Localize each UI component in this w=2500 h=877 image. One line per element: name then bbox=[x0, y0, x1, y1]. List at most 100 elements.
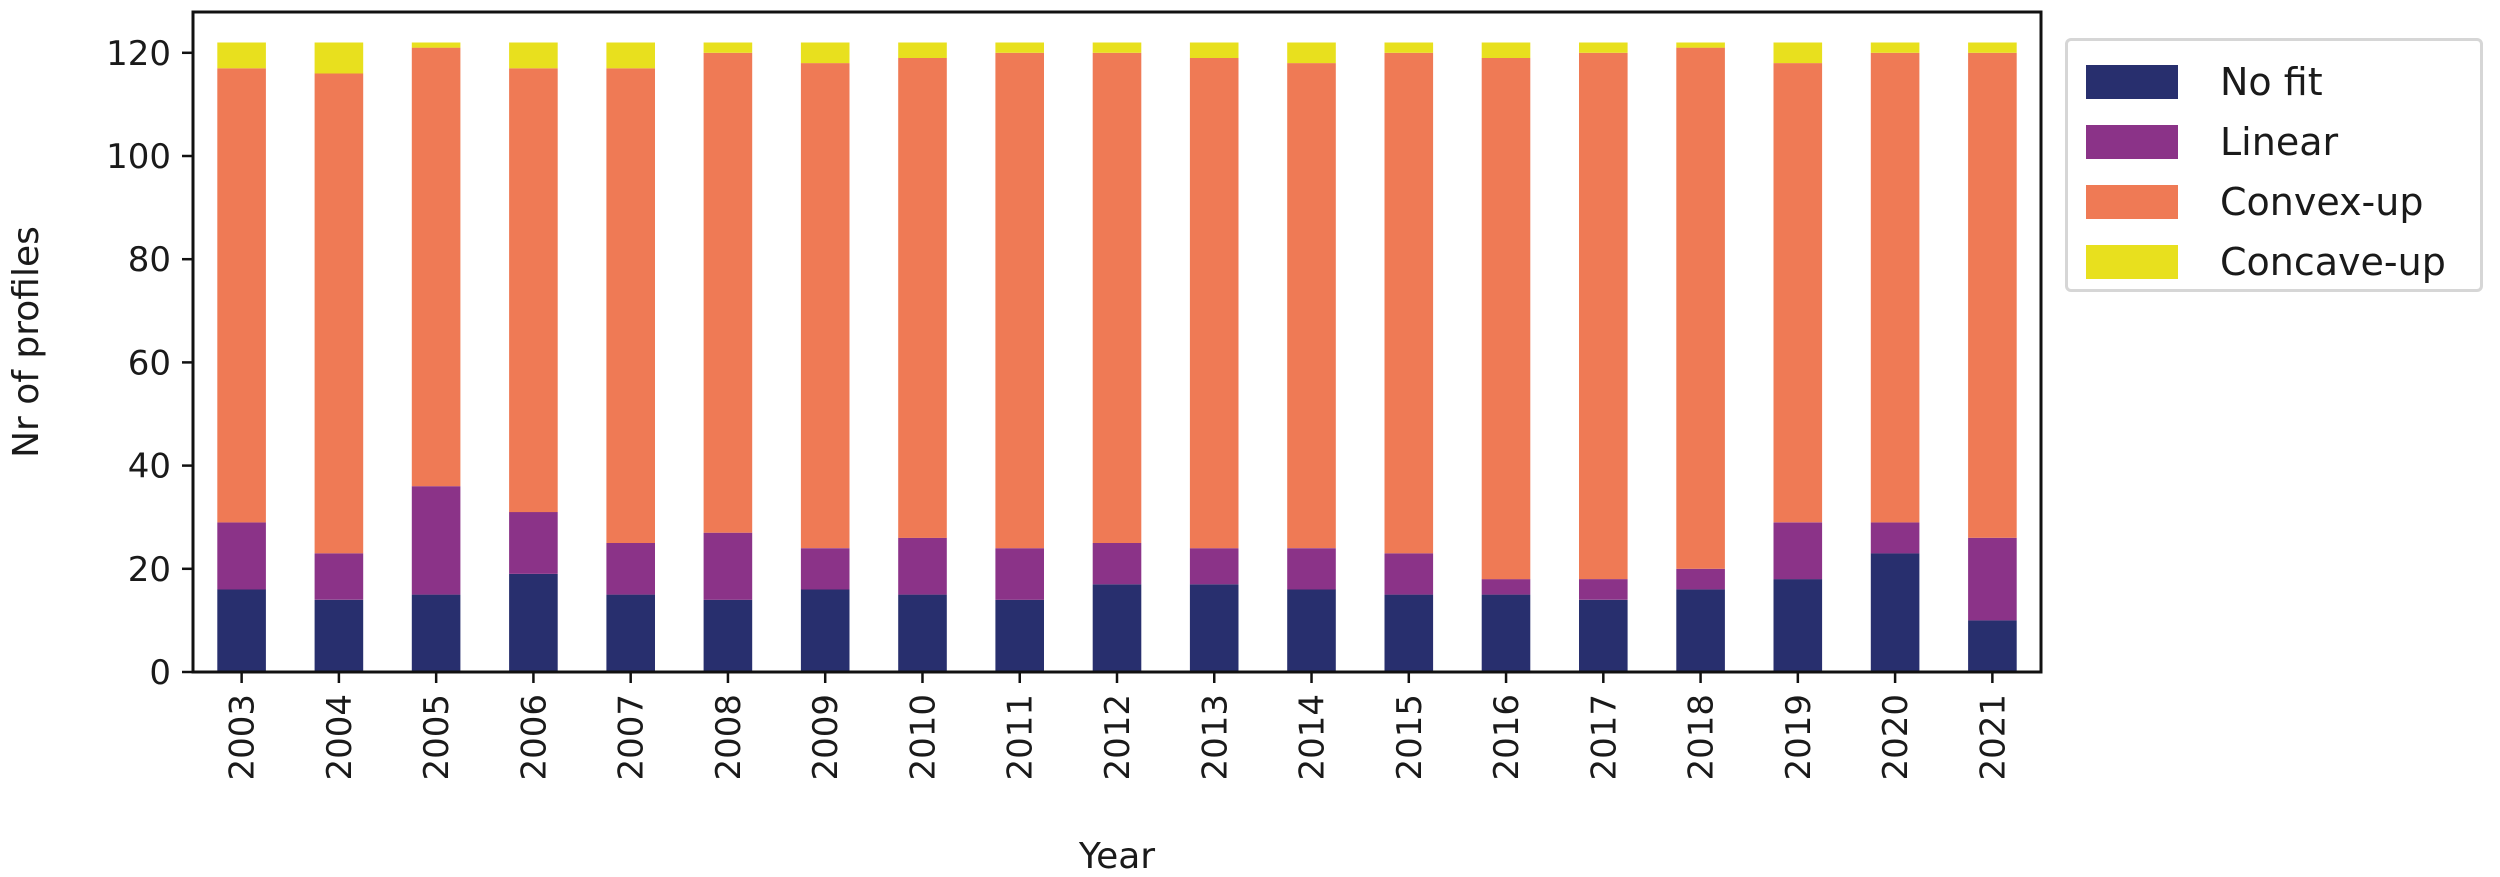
bar-segment-linear bbox=[1579, 579, 1628, 600]
bar-segment-linear bbox=[1189, 548, 1239, 585]
bar-stack-2007 bbox=[606, 42, 655, 672]
bar-segment-concave-up bbox=[509, 42, 558, 69]
x-tick-label: 2017 bbox=[1584, 694, 1624, 781]
bar-segment-linear bbox=[1968, 537, 2017, 621]
bar-segment-no-fit bbox=[1579, 599, 1628, 672]
bar-segment-concave-up bbox=[1384, 42, 1434, 53]
bar-segment-convex-up bbox=[1189, 58, 1239, 549]
bar-stack-2018 bbox=[1676, 42, 1725, 672]
legend-label: Linear bbox=[2220, 120, 2339, 164]
x-tick-label: 2021 bbox=[1973, 694, 2013, 781]
bar-stack-2008 bbox=[703, 42, 753, 672]
bar-segment-convex-up bbox=[509, 68, 558, 513]
bar-segment-convex-up bbox=[1773, 63, 1823, 523]
bar-segment-convex-up bbox=[995, 52, 1044, 549]
bar-segment-no-fit bbox=[1287, 589, 1336, 672]
bar-stack-2009 bbox=[800, 42, 850, 672]
bar-stack-2016 bbox=[1481, 42, 1531, 672]
x-tick-label: 2016 bbox=[1487, 694, 1527, 781]
bar-segment-linear bbox=[800, 548, 850, 590]
bar-segment-convex-up bbox=[1384, 52, 1434, 554]
bar-segment-concave-up bbox=[800, 42, 850, 64]
y-axis: 0 20 40 60 80 100 120 bbox=[106, 34, 193, 693]
x-tick-label: 2013 bbox=[1195, 694, 1235, 781]
bar-segment-convex-up bbox=[703, 52, 753, 533]
y-tick-label: 60 bbox=[128, 343, 171, 383]
bar-segment-no-fit bbox=[995, 599, 1044, 672]
bar-segment-linear bbox=[509, 512, 558, 574]
x-tick-label: 2008 bbox=[709, 694, 749, 781]
bar-segment-concave-up bbox=[703, 42, 753, 53]
bar-stack-2014 bbox=[1287, 42, 1336, 672]
bar-segment-no-fit bbox=[1189, 584, 1239, 672]
bar-segment-convex-up bbox=[1481, 58, 1531, 580]
bar-segment-convex-up bbox=[800, 63, 850, 549]
bar-segment-linear bbox=[703, 532, 753, 600]
bar-stack-2006 bbox=[509, 42, 558, 672]
bar-segment-linear bbox=[1092, 543, 1142, 585]
bar-segment-concave-up bbox=[1968, 42, 2017, 53]
legend-item-linear: Linear bbox=[2086, 117, 2338, 167]
x-tick-label: 2020 bbox=[1876, 694, 1916, 781]
bar-segment-linear bbox=[606, 543, 655, 595]
bar-segment-linear bbox=[1384, 553, 1434, 595]
bar-segment-linear bbox=[995, 548, 1044, 600]
x-tick-label: 2015 bbox=[1390, 694, 1430, 781]
bar-stack-2019 bbox=[1773, 42, 1823, 672]
legend-swatch-convex-up bbox=[2086, 185, 2178, 219]
x-tick-label: 2019 bbox=[1779, 694, 1819, 781]
bar-segment-linear bbox=[1287, 548, 1336, 590]
x-tick-label: 2004 bbox=[320, 694, 360, 781]
bar-segment-linear bbox=[314, 553, 364, 600]
bar-segment-concave-up bbox=[314, 42, 364, 74]
legend: No fit Linear Convex-up Concave-up bbox=[2065, 38, 2483, 292]
bar-segment-convex-up bbox=[1092, 52, 1142, 544]
x-tick-label: 2010 bbox=[903, 694, 943, 781]
bar-segment-convex-up bbox=[1579, 52, 1628, 580]
x-axis: 2003 2004 2005 2006 2007 2008 2009 2010 2011 2012… bbox=[223, 672, 2013, 781]
y-axis-label: Nr of profiles bbox=[6, 226, 47, 458]
bar-segment-no-fit bbox=[606, 594, 655, 672]
x-tick-label: 2007 bbox=[612, 694, 652, 781]
bar-segment-no-fit bbox=[1384, 594, 1434, 672]
legend-item-no-fit: No fit bbox=[2086, 57, 2323, 107]
x-tick-label: 2014 bbox=[1293, 694, 1333, 781]
bar-stack-2003 bbox=[217, 42, 266, 672]
bar-groups bbox=[217, 42, 2017, 672]
y-tick-label: 20 bbox=[128, 550, 171, 590]
bar-segment-linear bbox=[1481, 579, 1531, 595]
bar-segment-concave-up bbox=[1092, 42, 1142, 53]
x-tick-label: 2018 bbox=[1682, 694, 1722, 781]
legend-item-convex-up: Convex-up bbox=[2086, 177, 2423, 227]
bar-segment-convex-up bbox=[314, 73, 364, 554]
bar-segment-concave-up bbox=[606, 42, 655, 69]
x-tick-label: 2009 bbox=[806, 694, 846, 781]
plot-frame bbox=[191, 10, 2043, 674]
bar-segment-linear bbox=[898, 537, 947, 595]
bar-segment-convex-up bbox=[1968, 52, 2017, 538]
bar-segment-convex-up bbox=[1676, 47, 1725, 569]
bar-segment-no-fit bbox=[1092, 584, 1142, 672]
bar-segment-linear bbox=[1676, 568, 1725, 590]
bar-segment-convex-up bbox=[217, 68, 266, 523]
y-tick-label: 40 bbox=[128, 447, 171, 487]
bar-stack-2013 bbox=[1189, 42, 1239, 672]
legend-label: No fit bbox=[2220, 60, 2323, 104]
bar-segment-convex-up bbox=[1287, 63, 1336, 549]
bar-segment-no-fit bbox=[800, 589, 850, 672]
legend-swatch-linear bbox=[2086, 125, 2178, 159]
bar-segment-linear bbox=[217, 522, 266, 590]
bar-stack-2012 bbox=[1092, 42, 1142, 672]
x-tick-label: 2006 bbox=[514, 694, 554, 781]
bar-segment-no-fit bbox=[1968, 620, 2017, 672]
bar-stack-2017 bbox=[1579, 42, 1628, 672]
bar-segment-convex-up bbox=[411, 47, 461, 487]
bar-segment-no-fit bbox=[1676, 589, 1725, 672]
legend-item-concave-up: Concave-up bbox=[2086, 237, 2446, 287]
x-tick-label: 2005 bbox=[417, 694, 457, 781]
bar-segment-convex-up bbox=[606, 68, 655, 544]
legend-label: Concave-up bbox=[2220, 240, 2446, 284]
bar-segment-no-fit bbox=[411, 594, 461, 672]
y-tick-label: 120 bbox=[106, 34, 171, 74]
